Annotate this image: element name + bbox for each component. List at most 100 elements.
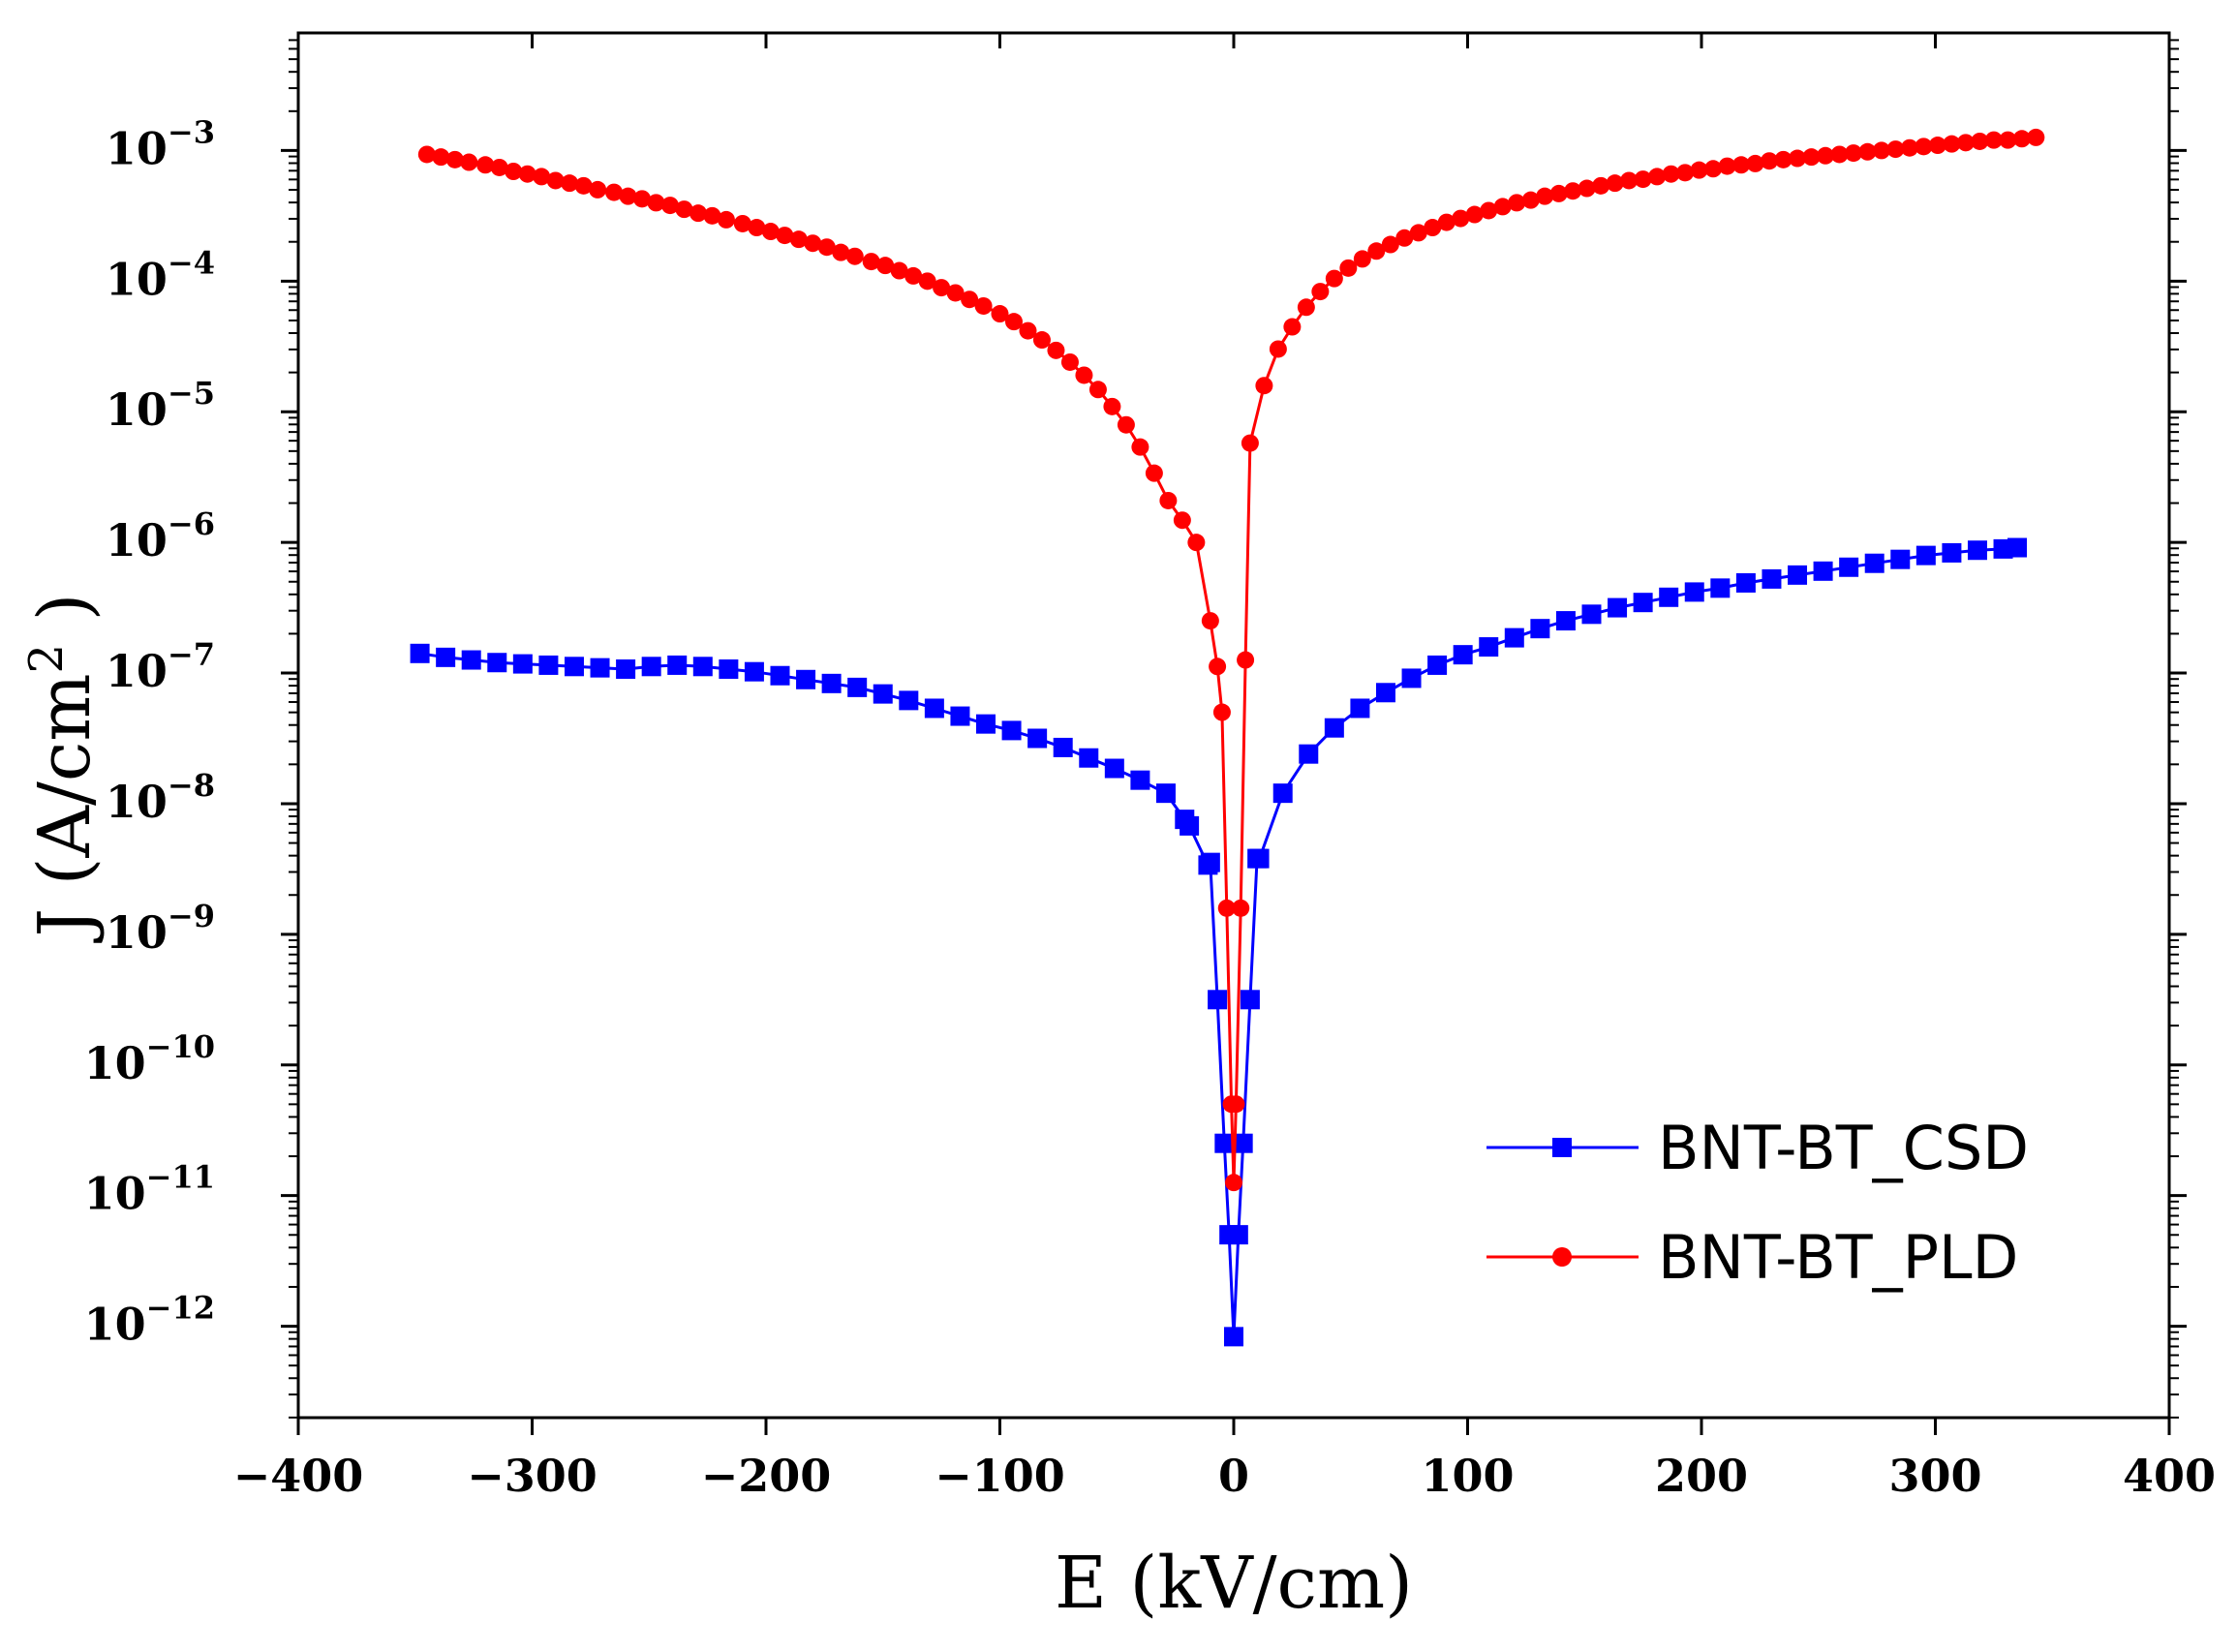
data-point-pld xyxy=(1232,899,1250,917)
data-point-pld xyxy=(1761,152,1779,170)
data-point-pld xyxy=(1536,187,1554,205)
y-tick-label-exp: −4 xyxy=(168,244,215,281)
data-point-csd xyxy=(950,706,970,726)
data-point-csd xyxy=(1608,597,1628,618)
data-point-pld xyxy=(876,257,895,275)
data-point-pld xyxy=(933,279,951,297)
data-point-csd xyxy=(1504,627,1524,648)
data-point-pld xyxy=(918,272,936,291)
data-point-pld xyxy=(689,204,707,223)
data-point-pld xyxy=(1367,242,1386,260)
data-point-pld xyxy=(804,234,822,253)
plot-frame xyxy=(296,31,2171,1420)
data-point-pld xyxy=(1886,140,1905,159)
data-point-csd xyxy=(1208,990,1228,1010)
data-point-pld xyxy=(1159,491,1178,509)
data-point-csd xyxy=(770,665,790,686)
data-point-pld xyxy=(862,253,880,271)
data-point-csd xyxy=(2007,537,2028,558)
data-point-pld xyxy=(1634,170,1652,189)
data-point-csd xyxy=(1180,815,1200,836)
data-point-pld xyxy=(574,176,593,195)
data-point-csd xyxy=(1233,1133,1253,1153)
data-point-pld xyxy=(1662,165,1680,183)
data-point-pld xyxy=(1718,157,1736,175)
y-tick-label: 10−7 xyxy=(106,636,215,697)
y-axis-title-sup: 2 xyxy=(19,644,74,674)
y-tick-label-base: 10 xyxy=(106,776,168,828)
data-point-pld xyxy=(1227,1095,1245,1114)
y-tick-label-base: 10 xyxy=(106,906,168,959)
data-point-csd xyxy=(847,677,868,697)
data-point-pld xyxy=(991,305,1009,323)
data-point-pld xyxy=(748,219,766,237)
data-point-pld xyxy=(1173,511,1191,530)
data-point-csd xyxy=(1890,549,1911,569)
y-tick-label-base: 10 xyxy=(106,514,168,566)
data-point-pld xyxy=(589,180,607,199)
data-point-csd xyxy=(1214,1133,1235,1153)
y-tick-label-exp: −11 xyxy=(146,1159,215,1196)
data-point-csd xyxy=(1453,645,1473,665)
data-point-pld xyxy=(1493,198,1512,216)
x-tick-label: 300 xyxy=(1888,1450,1981,1502)
data-point-pld xyxy=(1984,131,2003,149)
legend-label-pld: BNT-BT_PLD xyxy=(1658,1222,2018,1293)
data-point-pld xyxy=(761,223,780,241)
y-tick-label: 10−5 xyxy=(106,375,215,436)
data-point-pld xyxy=(1465,205,1484,224)
data-point-csd xyxy=(692,657,713,677)
y-tick-label: 10−9 xyxy=(106,898,215,959)
data-point-pld xyxy=(561,174,579,193)
x-tick-label: 200 xyxy=(1655,1450,1748,1502)
y-tick-label-exp: −5 xyxy=(168,375,215,412)
data-point-csd xyxy=(1104,758,1124,779)
data-point-csd xyxy=(821,673,842,693)
data-point-csd xyxy=(1942,542,1962,563)
legend-marker-pld xyxy=(1552,1247,1572,1267)
y-tick-label-exp: −6 xyxy=(168,505,215,542)
data-point-pld xyxy=(904,266,923,285)
y-tick-label-base: 10 xyxy=(106,253,168,305)
data-point-csd xyxy=(873,684,893,704)
x-tick-label: −400 xyxy=(233,1450,364,1502)
data-point-csd xyxy=(1735,572,1756,593)
x-axis-title: E (kV/cm) xyxy=(1055,1542,1413,1625)
data-point-pld xyxy=(1690,161,1708,179)
data-point-csd xyxy=(1864,553,1885,573)
data-point-pld xyxy=(817,238,836,257)
data-point-pld xyxy=(1746,154,1764,172)
data-point-pld xyxy=(1131,438,1149,456)
data-point-csd xyxy=(1130,770,1150,790)
data-point-pld xyxy=(1217,899,1236,917)
data-point-csd xyxy=(1813,561,1833,581)
data-point-csd xyxy=(1684,582,1704,602)
y-tick-label-base: 10 xyxy=(106,122,168,174)
x-tick-label: 100 xyxy=(1421,1450,1514,1502)
data-point-csd xyxy=(796,669,816,689)
y-tick-label-exp: −7 xyxy=(168,636,215,673)
data-point-csd xyxy=(667,655,688,675)
y-tick-label-base: 10 xyxy=(84,1168,146,1220)
data-point-csd xyxy=(1659,587,1679,607)
data-point-pld xyxy=(633,190,652,208)
data-point-pld xyxy=(1971,132,1989,150)
data-point-pld xyxy=(675,200,693,219)
data-point-pld xyxy=(445,150,464,168)
data-point-pld xyxy=(1187,534,1206,552)
data-point-pld xyxy=(1325,269,1343,288)
data-point-pld xyxy=(1255,377,1273,395)
data-point-pld xyxy=(1060,352,1079,371)
y-tick-label: 10−8 xyxy=(106,767,215,828)
data-point-csd xyxy=(538,655,559,675)
data-point-pld xyxy=(619,187,637,205)
data-point-csd xyxy=(1324,718,1344,738)
data-point-pld xyxy=(1872,141,1890,160)
y-axis-title: J (A/cm2 ) xyxy=(19,594,107,944)
y-tick-label-base: 10 xyxy=(84,1037,146,1089)
data-point-csd xyxy=(1839,557,1859,577)
data-point-pld xyxy=(1047,341,1065,359)
data-point-csd xyxy=(1710,578,1731,598)
data-point-pld xyxy=(1004,313,1023,331)
data-point-pld xyxy=(460,153,478,171)
